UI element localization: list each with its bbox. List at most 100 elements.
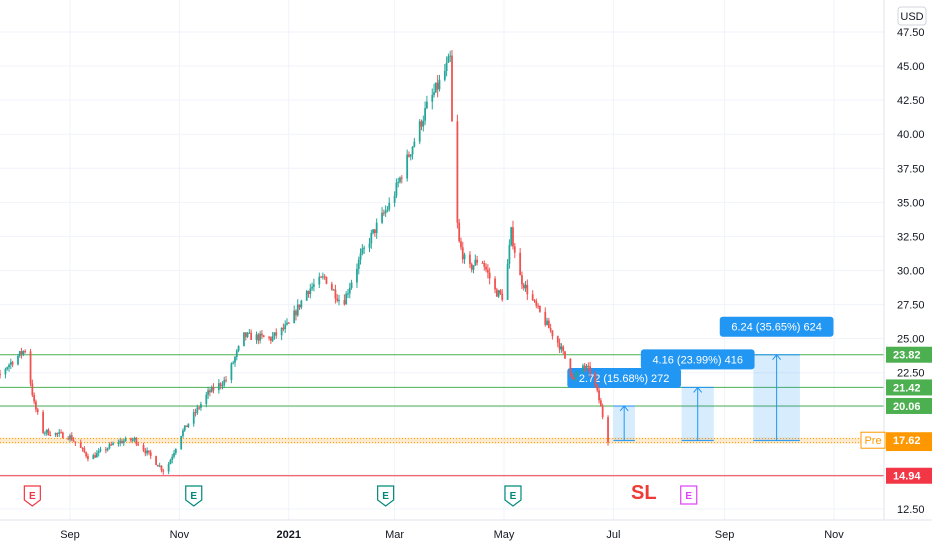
candle-body [99,449,102,451]
y-tick-label: 30.00 [897,266,925,278]
candle-body [287,322,290,324]
candle-body [562,346,565,352]
candle-body [449,55,452,57]
candle-body [413,141,416,147]
candle-body [298,304,301,308]
candle-body [469,254,471,265]
candle-body [207,390,209,395]
candle-body [31,383,34,396]
candle-body [411,146,414,155]
candle-body [395,182,398,196]
candle-body [549,328,552,331]
candle-body [248,332,251,334]
x-tick-label: Sep [60,529,80,541]
candle-body [582,365,584,372]
candle-body [323,276,326,278]
candle-body [96,453,98,458]
candle-body [431,94,434,102]
candle-body [149,452,152,457]
candle-body [271,336,274,341]
currency-label: USD [900,11,923,23]
candle-body [348,287,351,294]
x-tick-label: May [494,529,515,541]
candle-body [438,79,441,90]
candle-body [124,438,127,442]
currency-button[interactable]: USD [897,6,927,26]
candle-body [488,272,491,279]
candle-body [443,70,446,80]
candle-body [9,362,12,365]
candle-body [313,284,315,287]
candle-body [135,437,138,445]
candle-body [533,300,536,302]
candle-body [192,412,195,424]
candle-body [284,324,287,330]
candle-body [573,378,575,380]
candle-body [381,212,383,223]
candle-body [243,332,245,346]
earnings-event-shape [377,485,395,507]
candle-body [451,55,453,122]
candle-body [60,432,62,434]
candle-body [547,320,550,329]
candle-body [425,101,428,109]
candle-body [275,332,278,336]
candle-body [522,284,525,289]
candle-body [174,448,177,453]
candle-body [273,332,276,337]
level-badge [886,346,932,363]
candle-body [130,438,132,441]
level-badge [886,397,932,414]
target-callout-text: 4.16 (23.99%) 416 [652,354,743,366]
candle-body [87,456,89,460]
candle-body [535,300,538,306]
candle-body [357,259,360,269]
candle-body [476,259,479,263]
candle-body [196,407,199,413]
time-axis[interactable]: Sep Nov 2021 Mar May Jul Sep Nov [60,529,844,541]
candle-body [20,351,23,355]
candle-body [171,456,174,461]
candle-body [250,332,253,340]
candle-body [180,436,183,449]
earnings-event-shape [680,485,698,505]
candle-body [117,443,120,445]
candle-body [295,310,297,316]
candle-body [4,369,7,375]
candle-body [74,441,77,443]
candle-body [208,390,211,393]
candle-body [225,379,227,381]
candle-body [474,259,477,266]
candle-body [156,464,159,467]
level-badge-text: 21.42 [893,382,921,394]
candle-body [8,364,10,368]
candle-body [260,333,263,336]
candle-body [524,284,527,289]
candle-body [508,245,511,264]
candle-body [330,283,333,290]
candle-body [112,443,114,445]
candle-body [45,429,48,433]
candle-body [599,400,602,407]
candle-body [158,465,161,467]
candle-body [461,247,464,260]
candle-body [320,276,322,278]
candle-body [393,195,396,203]
candle-body [155,456,157,465]
candle-body [598,390,600,401]
candle-body [43,432,46,434]
candle-body [350,282,353,288]
pre-market-badge [886,432,932,449]
earnings-event-icon: E [23,485,41,507]
target-boxes: 2.72 (15.68%) 272 4.16 (23.99%) 416 6.24 (… [567,316,834,442]
candle-body [282,327,285,330]
candle-body [169,460,172,465]
candle-body [22,351,25,355]
candle-body [280,327,283,336]
candle-body [531,294,534,301]
candle-body [246,332,249,337]
x-tick-label: Nov [824,529,844,541]
candle-body [106,448,109,451]
